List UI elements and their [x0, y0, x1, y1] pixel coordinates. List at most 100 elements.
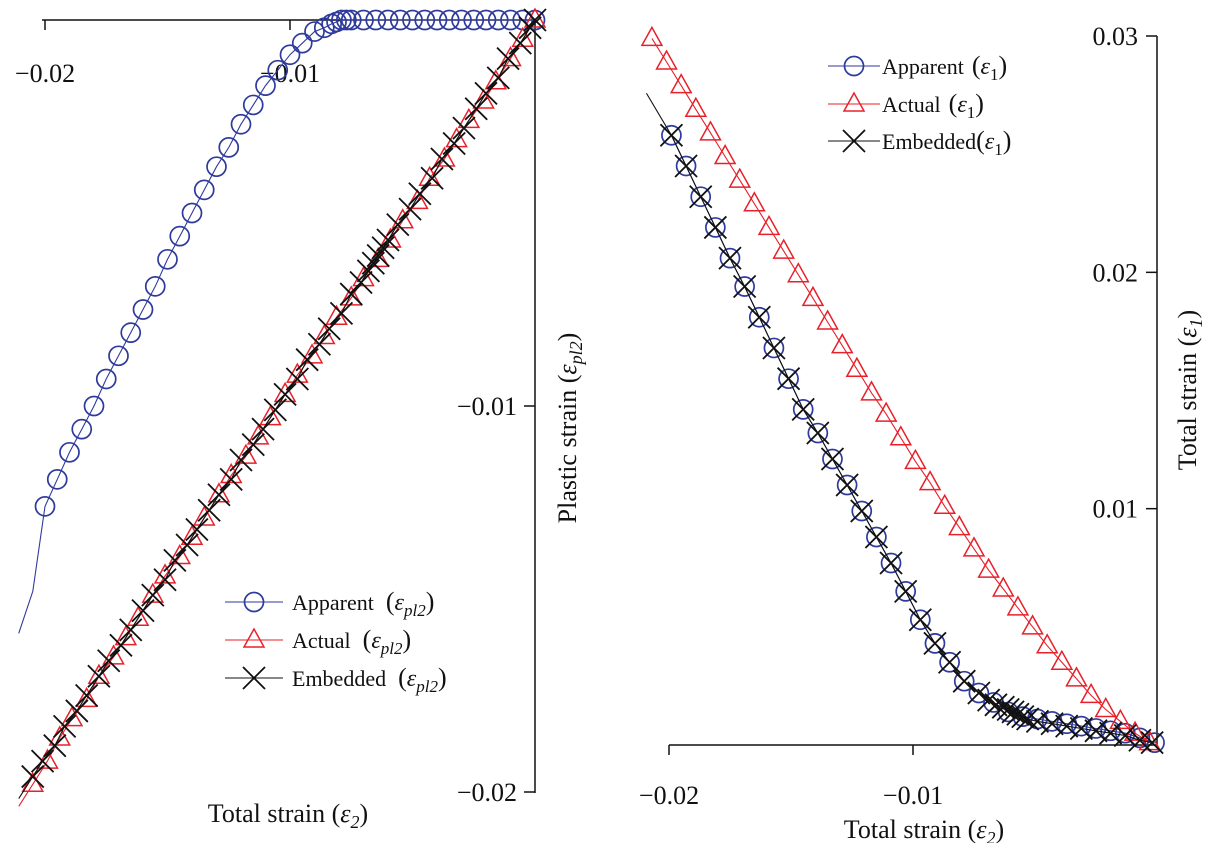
embedded-point: [30, 749, 55, 773]
embedded-point: [109, 633, 133, 657]
embedded-point: [850, 499, 874, 523]
embedded-point: [820, 447, 845, 471]
embedded-point: [366, 243, 390, 268]
embedded-point: [674, 154, 698, 178]
y-axis-label-symbol: ε: [553, 364, 582, 375]
apparent-point: [719, 247, 741, 269]
actual-point: [445, 127, 468, 148]
apparent-point: [181, 202, 203, 224]
apparent-point: [836, 474, 858, 496]
embedded-point: [762, 336, 786, 360]
embedded-point: [452, 116, 476, 140]
embedded-point: [442, 131, 466, 156]
embedded-point: [474, 81, 498, 105]
embedded-point: [879, 551, 903, 575]
apparent-point: [661, 124, 682, 146]
y-axis-label-subscript: 1: [1186, 318, 1206, 327]
apparent-point: [242, 94, 264, 116]
embedded-point: [496, 46, 520, 71]
legend-entry: Embedded(ε1): [882, 126, 1011, 159]
actual-point: [772, 238, 795, 259]
embedded-point: [219, 467, 243, 491]
apparent-point: [132, 299, 154, 320]
embedded-point: [1084, 719, 1108, 743]
embedded-point: [733, 274, 757, 299]
embedded-point: [1011, 705, 1035, 729]
apparent-point: [206, 156, 227, 178]
embedded-point: [153, 568, 177, 592]
embedded-point: [349, 270, 373, 295]
legend-marker: [243, 591, 265, 613]
legend-paren: ): [438, 663, 447, 692]
legend-paren: (: [949, 89, 958, 118]
y-axis-label-close: ): [1173, 310, 1202, 319]
y-axis-label: Total strain (ε1): [1173, 310, 1206, 470]
legend-paren: (: [972, 51, 981, 80]
apparent-point: [426, 9, 448, 31]
embedded-point: [52, 714, 77, 739]
embedded-point: [1055, 714, 1079, 738]
legend-label: Embedded: [882, 129, 976, 154]
y-axis-label-subscript: pl2: [566, 341, 586, 366]
embedded-point: [977, 688, 1001, 712]
embedded-point: [361, 251, 385, 275]
actual-point: [207, 482, 231, 503]
embedded-point: [307, 332, 332, 356]
series-line-embedded: [645, 92, 1153, 744]
apparent-point: [340, 9, 362, 31]
actual-point: [325, 304, 348, 325]
embedded-point: [119, 618, 143, 642]
embedded-point: [984, 693, 1008, 717]
embedded-point: [486, 66, 510, 90]
y-axis-label-text: Plastic strain (: [553, 375, 582, 524]
apparent-point: [705, 217, 726, 238]
legend-paren: (: [386, 587, 395, 616]
actual-point: [699, 120, 722, 141]
x-axis-label-subscript: 2: [987, 828, 996, 843]
x-axis-label-text: Total strain (: [208, 799, 340, 828]
actual-point: [874, 401, 898, 422]
apparent-point: [95, 368, 117, 390]
embedded-point: [229, 448, 253, 472]
embedded-point: [65, 699, 89, 723]
apparent-point: [144, 275, 166, 297]
apparent-point: [414, 9, 436, 31]
actual-point: [816, 309, 839, 330]
legend-paren: (: [976, 126, 985, 155]
legend-paren: ): [426, 587, 435, 616]
legend-entry: Embedded (εpl2): [292, 663, 447, 696]
apparent-point: [120, 322, 142, 344]
y-axis-label-close: ): [553, 333, 582, 342]
apparent-point: [763, 337, 785, 359]
actual-point: [1109, 708, 1132, 730]
apparent-point: [748, 306, 770, 328]
actual-point: [933, 493, 956, 515]
apparent-point: [193, 179, 215, 201]
embedded-point: [464, 97, 488, 121]
embedded-point: [806, 421, 830, 445]
embedded-point: [131, 598, 155, 623]
embedded-point: [908, 608, 932, 632]
actual-point: [1094, 697, 1118, 718]
actual-point: [511, 26, 535, 48]
actual-point: [669, 73, 693, 94]
apparent-point: [83, 395, 105, 417]
apparent-point: [968, 682, 990, 704]
embedded-point: [408, 182, 432, 206]
embedded-point: [317, 317, 341, 341]
actual-point: [87, 663, 111, 684]
apparent-point: [71, 418, 93, 440]
y-tick-label: 0.02: [1093, 258, 1139, 287]
apparent-point: [377, 9, 399, 31]
actual-point: [713, 143, 737, 165]
actual-point: [36, 748, 59, 769]
embedded-point: [508, 31, 532, 55]
embedded-point: [356, 259, 381, 283]
legend-marker: [842, 91, 866, 112]
embedded-point: [1099, 721, 1123, 745]
actual-point: [904, 448, 927, 470]
x-axis-label-close: ): [996, 815, 1005, 843]
embedded-point: [864, 525, 889, 549]
actual-point: [1006, 595, 1030, 616]
